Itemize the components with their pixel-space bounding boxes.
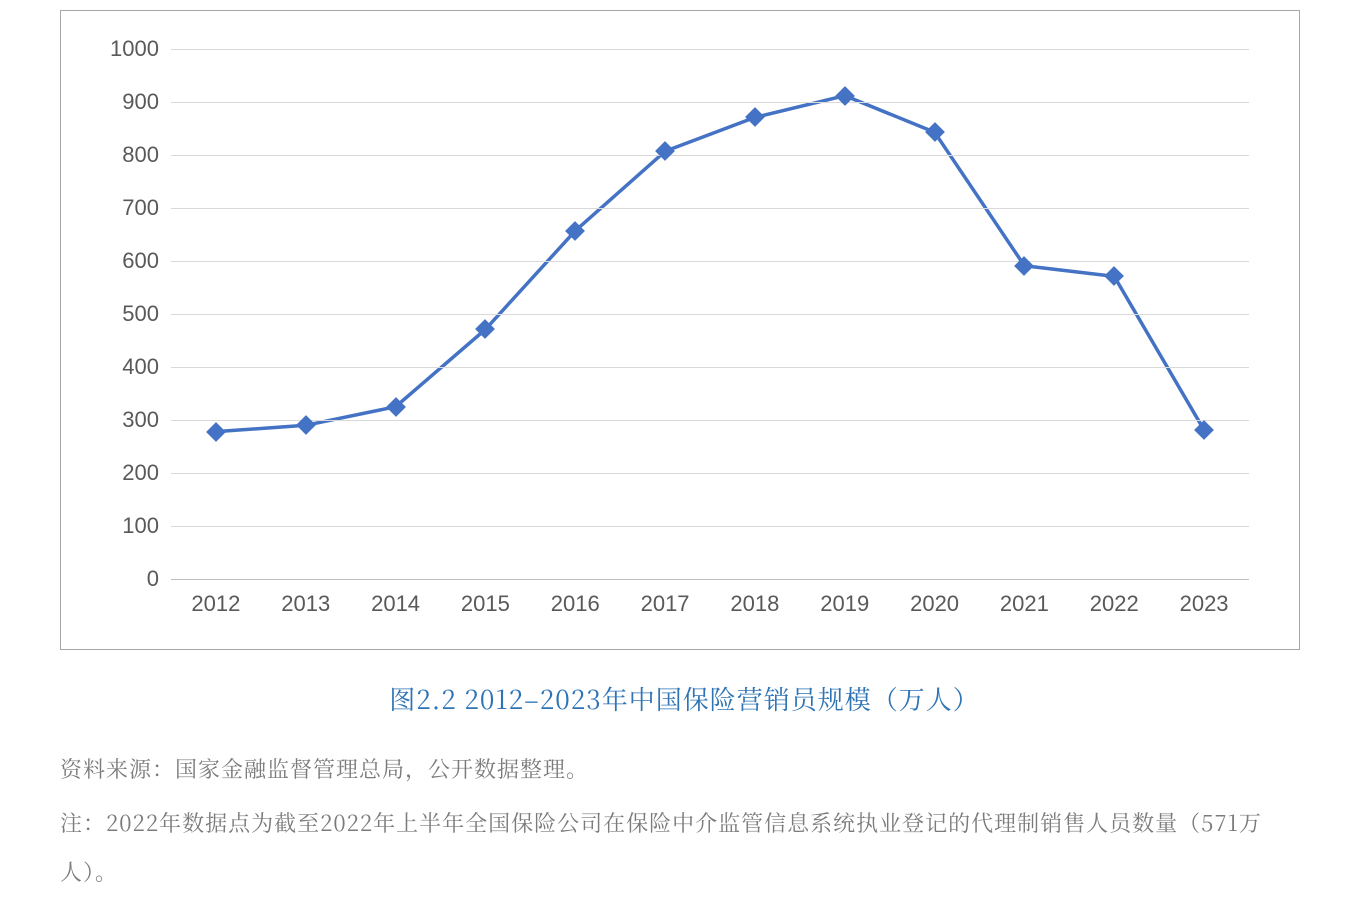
gridline — [171, 579, 1249, 580]
y-tick-label: 800 — [122, 142, 171, 168]
plot-area: 0100200300400500600700800900100020122013… — [171, 49, 1249, 579]
chart-caption: 图2.2 2012–2023年中国保险营销员规模（万人） — [60, 680, 1309, 717]
x-tick-label: 2015 — [461, 579, 510, 617]
x-tick-label: 2018 — [730, 579, 779, 617]
note-text: 2022年数据点为截至2022年上半年全国保险公司在保险中介监管信息系统执业登记… — [60, 807, 1262, 886]
x-tick-label: 2019 — [820, 579, 869, 617]
gridline — [171, 155, 1249, 156]
y-tick-label: 400 — [122, 354, 171, 380]
gridline — [171, 102, 1249, 103]
x-tick-label: 2023 — [1180, 579, 1229, 617]
x-tick-label: 2021 — [1000, 579, 1049, 617]
gridline — [171, 314, 1249, 315]
y-tick-label: 100 — [122, 513, 171, 539]
y-tick-label: 600 — [122, 248, 171, 274]
gridline — [171, 49, 1249, 50]
y-tick-label: 500 — [122, 301, 171, 327]
gridline — [171, 473, 1249, 474]
gridline — [171, 420, 1249, 421]
x-tick-label: 2014 — [371, 579, 420, 617]
x-tick-label: 2022 — [1090, 579, 1139, 617]
y-tick-label: 200 — [122, 460, 171, 486]
gridline — [171, 526, 1249, 527]
gridline — [171, 208, 1249, 209]
note-label: 注： — [60, 807, 106, 838]
y-tick-label: 0 — [147, 566, 171, 592]
y-tick-label: 900 — [122, 89, 171, 115]
source-label: 资料来源： — [60, 753, 175, 784]
notes-block: 资料来源：国家金融监督管理总局，公开数据整理。 注：2022年数据点为截至202… — [60, 745, 1309, 896]
source-text: 国家金融监督管理总局，公开数据整理。 — [175, 753, 589, 784]
gridline — [171, 261, 1249, 262]
y-tick-label: 700 — [122, 195, 171, 221]
x-tick-label: 2017 — [641, 579, 690, 617]
gridline — [171, 367, 1249, 368]
y-tick-label: 1000 — [110, 36, 171, 62]
x-tick-label: 2020 — [910, 579, 959, 617]
source-line: 资料来源：国家金融监督管理总局，公开数据整理。 — [60, 745, 1309, 793]
note-line: 注：2022年数据点为截至2022年上半年全国保险公司在保险中介监管信息系统执业… — [60, 799, 1309, 896]
plot-wrap: 0 100 200 300 400 500 600 700 800 900 1000 2012 2013… — [91, 39, 1269, 629]
data-line — [216, 96, 1204, 432]
x-tick-label: 2016 — [551, 579, 600, 617]
y-tick-label: 300 — [122, 407, 171, 433]
x-tick-label: 2012 — [191, 579, 240, 617]
page: 0 100 200 300 400 500 600 700 800 900 1000 2012 2013… — [0, 0, 1369, 913]
caption-text: 图2.2 2012–2023年中国保险营销员规模（万人） — [389, 680, 980, 717]
x-tick-label: 2013 — [281, 579, 330, 617]
chart-frame: 0 100 200 300 400 500 600 700 800 900 1000 2012 2013… — [60, 10, 1300, 650]
